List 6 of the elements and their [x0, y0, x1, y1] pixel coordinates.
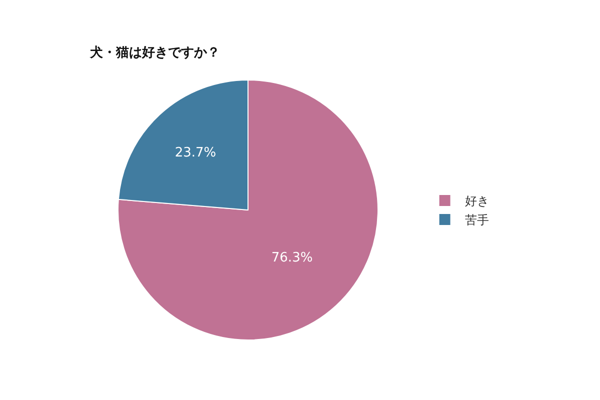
data-label: 23.7%	[174, 146, 216, 161]
legend-label: 好き	[464, 194, 489, 208]
pie-slice	[118, 80, 378, 340]
chart-title: 犬・猫は好きですか？	[90, 46, 220, 61]
legend-label: 苦手	[464, 213, 489, 228]
data-label: 76.3%	[271, 250, 313, 266]
